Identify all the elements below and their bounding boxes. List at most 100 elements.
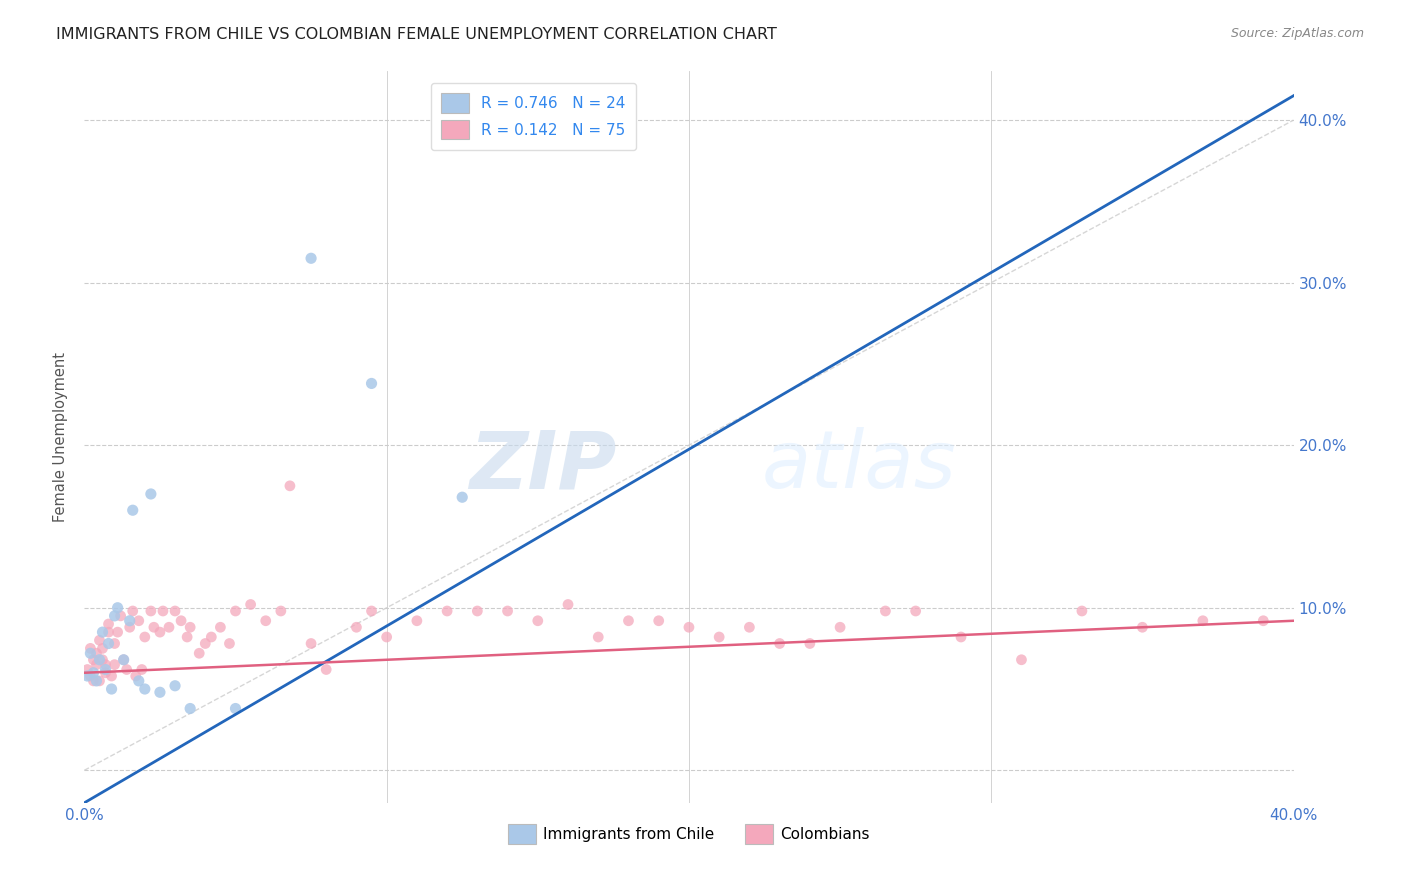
Y-axis label: Female Unemployment: Female Unemployment — [53, 352, 69, 522]
Point — [97, 617, 120, 632]
Point — [194, 636, 217, 650]
Point — [200, 630, 222, 644]
Point — [188, 646, 211, 660]
Point — [451, 490, 474, 504]
Point — [299, 252, 322, 266]
Point — [406, 614, 429, 628]
Point — [149, 685, 172, 699]
Point — [76, 669, 98, 683]
Point — [128, 673, 150, 688]
Point — [104, 657, 127, 672]
Point — [139, 487, 162, 501]
Point — [97, 625, 120, 640]
Point — [82, 673, 104, 688]
Point — [100, 681, 122, 696]
Point — [76, 663, 98, 677]
Point — [110, 608, 132, 623]
Point — [1071, 604, 1094, 618]
Point — [94, 663, 117, 677]
Point — [142, 620, 165, 634]
Point — [218, 636, 240, 650]
Point — [709, 630, 731, 644]
Point — [112, 653, 135, 667]
Point — [118, 620, 141, 634]
Point — [239, 598, 262, 612]
Point — [209, 620, 232, 634]
Point — [165, 604, 187, 618]
Point — [86, 646, 108, 660]
Point — [225, 604, 247, 618]
Point — [278, 479, 301, 493]
Point — [950, 630, 973, 644]
Point — [86, 657, 108, 672]
Point — [79, 669, 101, 683]
Point — [436, 604, 458, 618]
Point — [79, 646, 101, 660]
Point — [496, 604, 519, 618]
Text: ZIP: ZIP — [470, 427, 616, 506]
Point — [121, 503, 143, 517]
Point — [360, 604, 382, 618]
Point — [157, 620, 180, 634]
Point — [112, 653, 135, 667]
Point — [134, 681, 156, 696]
Text: Source: ZipAtlas.com: Source: ZipAtlas.com — [1230, 27, 1364, 40]
Point — [678, 620, 700, 634]
Point — [91, 625, 114, 640]
Point — [131, 663, 153, 677]
Point — [179, 620, 201, 634]
Point — [86, 673, 108, 688]
Point — [115, 663, 138, 677]
Point — [557, 598, 579, 612]
Point — [830, 620, 852, 634]
Point — [121, 604, 143, 618]
Text: IMMIGRANTS FROM CHILE VS COLOMBIAN FEMALE UNEMPLOYMENT CORRELATION CHART: IMMIGRANTS FROM CHILE VS COLOMBIAN FEMAL… — [56, 27, 778, 42]
Point — [89, 633, 111, 648]
Point — [104, 636, 127, 650]
Point — [100, 669, 122, 683]
Point — [904, 604, 927, 618]
Point — [527, 614, 550, 628]
Point — [299, 636, 322, 650]
Point — [118, 614, 141, 628]
Point — [82, 653, 104, 667]
Point — [769, 636, 792, 650]
Point — [1130, 620, 1153, 634]
Point — [89, 673, 111, 688]
Point — [346, 620, 368, 634]
Point — [375, 630, 398, 644]
Point — [270, 604, 292, 618]
Point — [128, 614, 150, 628]
Point — [139, 604, 162, 618]
Point — [134, 630, 156, 644]
Point — [225, 701, 247, 715]
Point — [79, 641, 101, 656]
Point — [799, 636, 821, 650]
Point — [149, 625, 172, 640]
Point — [648, 614, 671, 628]
Point — [97, 636, 120, 650]
Point — [104, 608, 127, 623]
Point — [107, 600, 129, 615]
Point — [467, 604, 489, 618]
Point — [91, 641, 114, 656]
Point — [315, 663, 337, 677]
Point — [170, 614, 193, 628]
Point — [152, 604, 174, 618]
Point — [738, 620, 761, 634]
Point — [94, 665, 117, 680]
Point — [1192, 614, 1215, 628]
Point — [91, 653, 114, 667]
Point — [176, 630, 198, 644]
Point — [254, 614, 277, 628]
Legend: Immigrants from Chile, Colombians: Immigrants from Chile, Colombians — [502, 818, 876, 850]
Point — [875, 604, 897, 618]
Point — [617, 614, 640, 628]
Text: atlas: atlas — [762, 427, 956, 506]
Point — [107, 625, 129, 640]
Point — [588, 630, 610, 644]
Point — [165, 679, 187, 693]
Point — [1253, 614, 1275, 628]
Point — [125, 669, 148, 683]
Point — [89, 653, 111, 667]
